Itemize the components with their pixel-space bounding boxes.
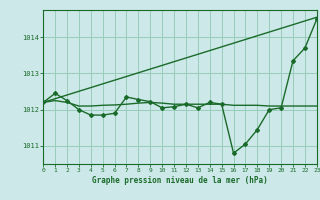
- X-axis label: Graphe pression niveau de la mer (hPa): Graphe pression niveau de la mer (hPa): [92, 176, 268, 185]
